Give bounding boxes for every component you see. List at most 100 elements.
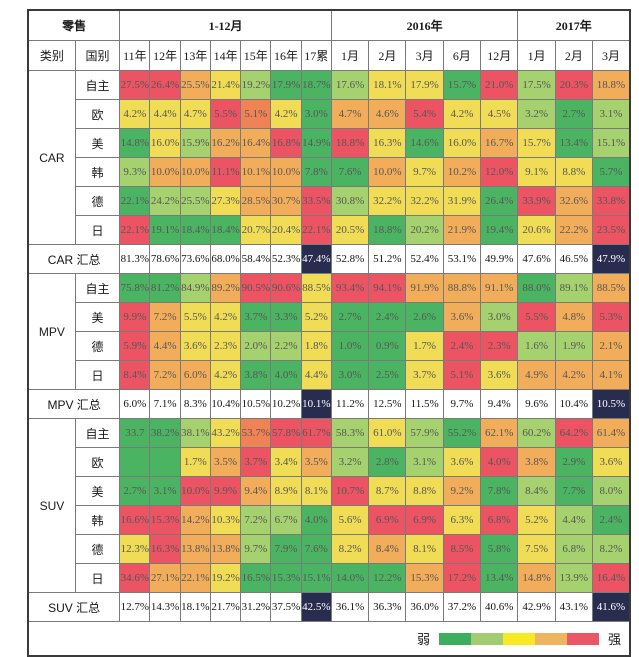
column-header: 类别: [27, 40, 76, 71]
column-header: 14年: [209, 40, 242, 71]
heatmap-cell: 75.8%: [119, 273, 151, 303]
heatmap-cell: 16.2%: [209, 128, 242, 158]
total-cell: 78.6%: [149, 244, 181, 274]
total-cell: 47.9%: [592, 244, 631, 274]
total-cell: 73.6%: [179, 244, 211, 274]
heatmap-cell: 17.9%: [270, 70, 302, 100]
total-cell: 52.3%: [270, 244, 302, 274]
country-label: 日: [74, 563, 121, 593]
heatmap-cell: 62.1%: [480, 418, 519, 448]
legend-weak-label: 弱: [416, 632, 430, 647]
heatmap-cell: 17.6%: [330, 70, 370, 100]
heatmap-cell: 33.9%: [517, 186, 556, 216]
heatmap-cell: 8.8%: [554, 157, 594, 187]
column-header: 11年: [119, 40, 151, 71]
heatmap-cell: 2.8%: [368, 447, 407, 477]
column-header: 国别: [74, 40, 121, 71]
total-cell: 6.0%: [119, 389, 151, 419]
column-header: 12年: [149, 40, 181, 71]
heatmap-cell: 4.7%: [330, 99, 370, 129]
heatmap-cell: 3.6%: [592, 447, 631, 477]
heatmap-cell: 94.1%: [368, 273, 407, 303]
heatmap-cell: 3.1%: [405, 447, 444, 477]
heatmap-cell: 2.4%: [592, 505, 631, 535]
heatmap-cell: 8.2%: [592, 534, 631, 564]
heatmap-cell: 20.5%: [330, 215, 370, 245]
total-row-label: CAR 汇总: [27, 244, 121, 274]
total-cell: 42.5%: [300, 592, 332, 622]
heatmap-cell: 18.7%: [300, 70, 332, 100]
heatmap-cell: 16.6%: [119, 505, 151, 535]
heatmap-cell: 3.0%: [300, 99, 332, 129]
heatmap-cell: 14.8%: [119, 128, 151, 158]
heatmap-cell: 2.6%: [405, 302, 444, 332]
country-label: 自主: [74, 70, 121, 100]
legend-color-segment: [566, 632, 599, 645]
heatmap-cell: 1.9%: [554, 331, 594, 361]
heatmap-cell: 4.4%: [149, 99, 181, 129]
heatmap-cell: 22.2%: [554, 215, 594, 245]
heatmap-cell: 5.1%: [442, 360, 482, 390]
heatmap-cell: 53.7%: [240, 418, 272, 448]
heatmap-cell: 3.6%: [442, 302, 482, 332]
heatmap-cell: 15.3%: [149, 505, 181, 535]
heatmap-cell: 38.1%: [179, 418, 211, 448]
heatmap-row: 日 34.6% 27.1% 22.1% 19.2% 16.5% 15.3% 15.1% 14.0…: [28, 563, 631, 593]
heatmap-cell: 5.5%: [179, 302, 211, 332]
category-label: CAR: [27, 70, 76, 245]
heatmap-cell: 15.3%: [270, 563, 302, 593]
heatmap-cell: 64.2%: [554, 418, 594, 448]
heatmap-cell: 12.3%: [119, 534, 151, 564]
heatmap-cell: 6.3%: [442, 505, 482, 535]
heatmap-cell: 1.6%: [517, 331, 556, 361]
heatmap-cell: 16.8%: [270, 128, 302, 158]
heatmap-cell: 88.5%: [592, 273, 631, 303]
heatmap-cell: 24.2%: [149, 186, 181, 216]
heatmap-cell: 1.8%: [300, 331, 332, 361]
heatmap-cell: 7.2%: [240, 505, 272, 535]
total-cell: 14.3%: [149, 592, 181, 622]
column-header: 12月: [480, 40, 519, 71]
heatmap-cell: 10.2%: [442, 157, 482, 187]
heatmap-cell: 13.4%: [480, 563, 519, 593]
heatmap-cell: 88.5%: [300, 273, 332, 303]
heatmap-cell: 5.8%: [480, 534, 519, 564]
legend-color-segment: [438, 632, 471, 645]
legend-color-segment: [502, 632, 535, 645]
total-cell: 18.1%: [179, 592, 211, 622]
country-label: 自主: [74, 273, 121, 303]
heatmap-cell: 34.6%: [119, 563, 151, 593]
heatmap-cell: 18.4%: [209, 215, 242, 245]
column-header: 15年: [240, 40, 272, 71]
total-cell: 9.6%: [517, 389, 556, 419]
heatmap-cell: 2.1%: [592, 331, 631, 361]
heatmap-cell: 18.8%: [592, 70, 631, 100]
heatmap-cell: 3.3%: [270, 302, 302, 332]
heatmap-cell: 4.4%: [554, 505, 594, 535]
heatmap-cell: 21.9%: [442, 215, 482, 245]
heatmap-cell: 60.2%: [517, 418, 556, 448]
heatmap-cell: 16.5%: [240, 563, 272, 593]
legend-row: 弱 强: [27, 621, 631, 657]
total-row-label: MPV 汇总: [27, 389, 121, 419]
heatmap-row: SUV 自主 33.7 38.2% 38.1% 43.2% 53.7% 57.8% 61.7% 5…: [27, 418, 631, 593]
heatmap-cell: 7.6%: [330, 157, 370, 187]
heatmap-cell: 16.0%: [149, 128, 181, 158]
total-row: MPV 汇总 6.0% 7.1% 8.3% 10.4% 10.5% 10.2% 10.1% 11…: [27, 389, 631, 419]
heatmap-cell: 5.1%: [240, 99, 272, 129]
heatmap-cell: 7.8%: [480, 476, 519, 506]
heatmap-row: 日 8.4% 7.2% 6.0% 4.2% 3.8% 4.0% 4.4% 3.0% 2.5% 3.7…: [28, 360, 631, 390]
total-cell: 12.7%: [119, 592, 151, 622]
heatmap-cell: 7.5%: [517, 534, 556, 564]
heatmap-row: 韩 9.3% 10.0% 10.0% 11.1% 10.1% 10.0% 7.8% 7.6% 10…: [28, 157, 631, 187]
heatmap-cell: 3.6%: [179, 331, 211, 361]
legend-strong-label: 强: [607, 632, 621, 647]
heatmap-row: 美 2.7% 3.1% 10.0% 9.9% 9.4% 8.9% 8.1% 10.7% 8.7% 8…: [28, 476, 631, 506]
heatmap-row: 日 22.1% 19.1% 18.4% 18.4% 20.7% 20.4% 22.1% 20.5…: [28, 215, 631, 245]
heatmap-cell: 15.1%: [592, 128, 631, 158]
heatmap-cell: 25.5%: [179, 186, 211, 216]
heatmap-cell: 4.2%: [270, 99, 302, 129]
heatmap-cell: 9.9%: [209, 476, 242, 506]
heatmap-cell: 4.5%: [480, 99, 519, 129]
heatmap-cell: 4.6%: [368, 99, 407, 129]
